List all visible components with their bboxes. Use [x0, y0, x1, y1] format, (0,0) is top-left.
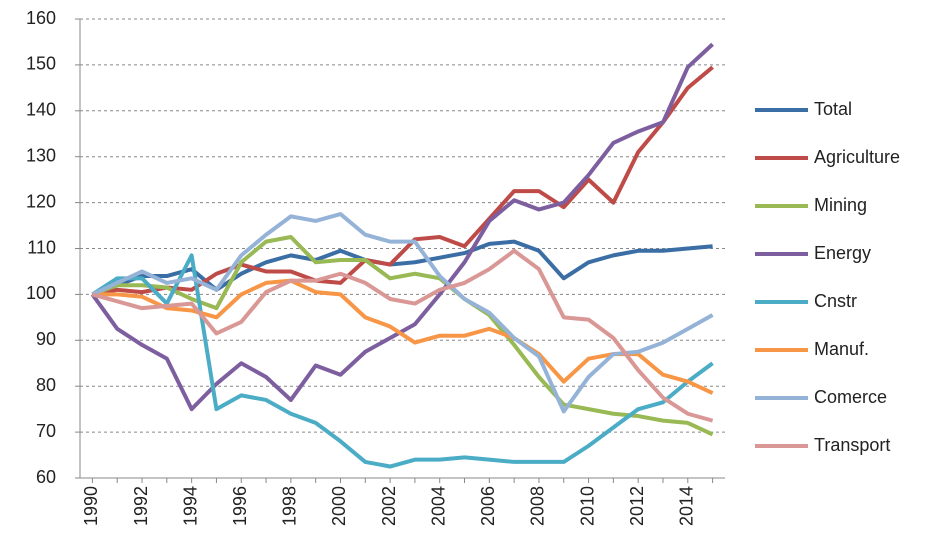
y-tick-label: 150: [26, 54, 56, 74]
y-tick-label: 60: [36, 467, 56, 487]
legend-label: Cnstr: [814, 291, 857, 311]
x-tick-label: 1990: [81, 486, 101, 526]
y-tick-label: 120: [26, 191, 56, 211]
x-tick-label: 1998: [280, 486, 300, 526]
x-tick-label: 2010: [577, 486, 597, 526]
y-tick-label: 140: [26, 100, 56, 120]
y-tick-label: 160: [26, 8, 56, 28]
legend-label: Total: [814, 99, 852, 119]
y-tick-label: 90: [36, 329, 56, 349]
x-tick-label: 2014: [677, 486, 697, 526]
line-series: [92, 65, 714, 297]
x-tick-label: 2012: [627, 486, 647, 526]
line-series: [91, 248, 714, 423]
x-tick-label: 2004: [428, 486, 448, 526]
legend-label: Comerce: [814, 387, 887, 407]
y-tick-label: 100: [26, 283, 56, 303]
x-tick-label: 2006: [478, 486, 498, 526]
x-tick-label: 2000: [329, 486, 349, 526]
y-tick-label: 130: [26, 145, 56, 165]
x-tick-label: 2002: [379, 486, 399, 526]
legend-label: Transport: [814, 435, 890, 455]
y-tick-label: 110: [27, 237, 56, 257]
line-series: [91, 235, 714, 437]
legend-label: Manuf.: [814, 339, 869, 359]
legend-label: Agriculture: [814, 147, 900, 167]
y-tick-label: 70: [36, 421, 56, 441]
x-tick-label: 1996: [230, 486, 250, 526]
line-series: [91, 212, 714, 414]
line-series: [90, 42, 714, 412]
y-tick-label: 80: [36, 375, 56, 395]
legend-label: Energy: [814, 243, 871, 263]
x-tick-label: 1992: [131, 486, 151, 526]
x-tick-label: 2008: [528, 486, 548, 526]
x-tick-label: 1994: [180, 486, 200, 526]
line-series: [91, 253, 714, 469]
legend-label: Mining: [814, 195, 867, 215]
